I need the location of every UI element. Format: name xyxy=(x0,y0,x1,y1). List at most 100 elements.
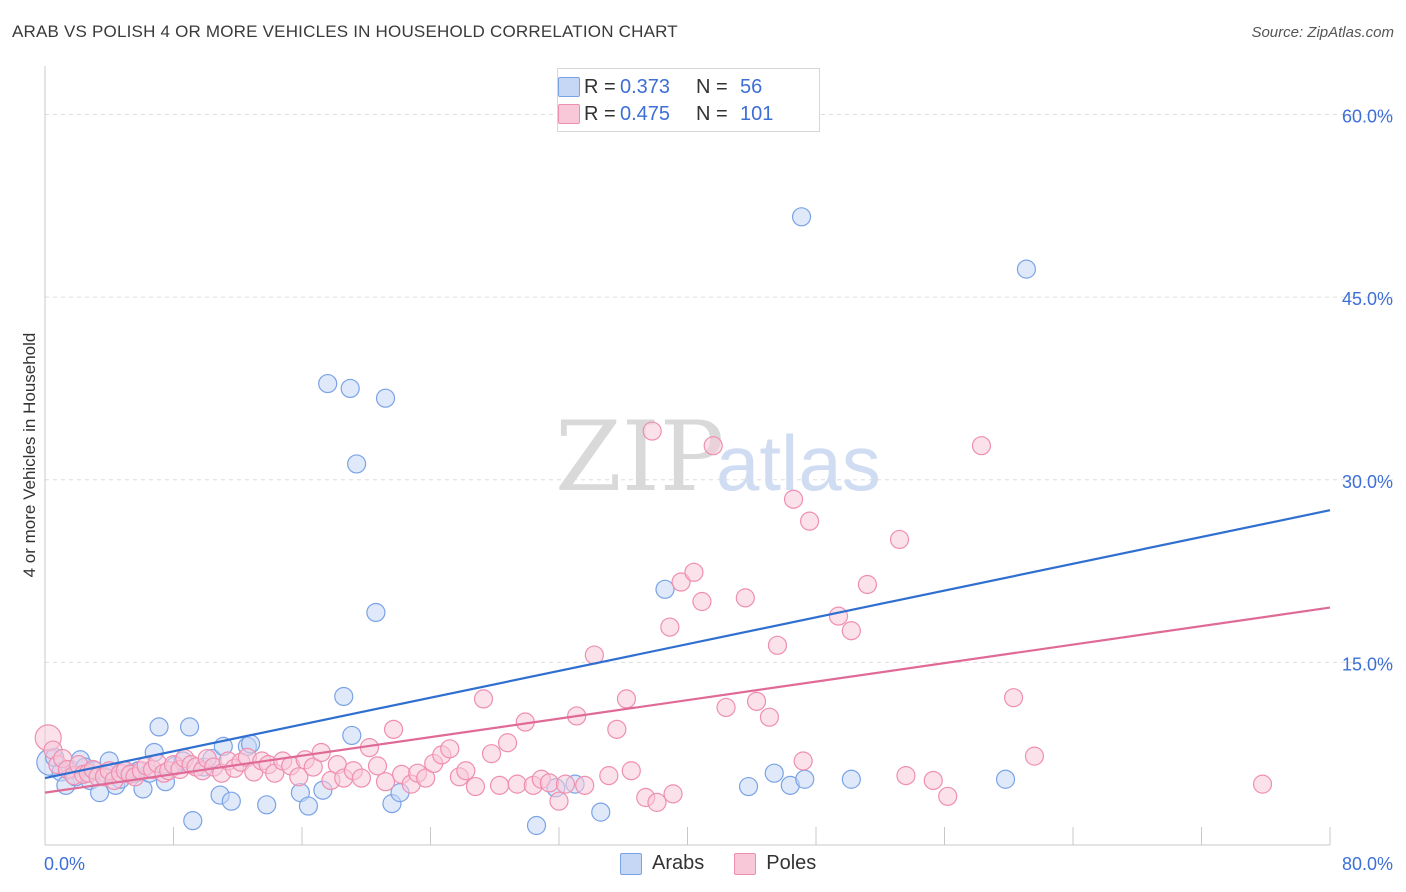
pole-point xyxy=(1003,688,1024,708)
pole-point xyxy=(793,751,813,771)
legend-row-arabs: R = 0.373 N = 56 xyxy=(558,75,763,99)
pole-point xyxy=(783,489,804,509)
legend-item-arabs[interactable]: Arabs xyxy=(620,852,704,875)
legend-r-label: R = xyxy=(584,75,616,98)
pole-point xyxy=(828,606,849,626)
arab-point xyxy=(841,769,861,789)
pole-point xyxy=(660,617,680,637)
arabs-swatch xyxy=(620,852,642,875)
x-tick-label: 80.0% xyxy=(1342,854,1393,874)
arab-point xyxy=(366,602,386,623)
pole-point xyxy=(489,775,510,795)
arab-point xyxy=(655,579,675,599)
pole-point xyxy=(746,691,767,711)
pole-point xyxy=(303,757,323,777)
legend-row-poles: R = 0.475 N = 101 xyxy=(558,102,774,126)
pole-point xyxy=(735,588,755,608)
trend-line-poles xyxy=(44,606,1331,794)
pole-point xyxy=(971,436,992,456)
pole-point xyxy=(857,574,878,595)
pole-point xyxy=(367,756,388,776)
pole-point xyxy=(555,774,576,794)
axes xyxy=(44,66,1331,846)
pole-point xyxy=(456,761,476,781)
arab-point xyxy=(318,373,338,394)
pole-point xyxy=(621,761,641,781)
arab-point xyxy=(738,776,759,797)
legend-n-label: N = xyxy=(696,75,728,98)
pole-point xyxy=(841,621,861,641)
pole-point xyxy=(1024,746,1045,766)
arab-point xyxy=(795,769,815,789)
legend-n-value: 56 xyxy=(740,75,763,98)
pole-point xyxy=(692,591,712,612)
pole-point xyxy=(465,776,486,797)
pole-point xyxy=(642,421,662,441)
pole-point xyxy=(607,719,627,739)
arab-point xyxy=(334,686,354,707)
watermark: ZIP atlas xyxy=(555,401,881,513)
pole-point xyxy=(799,511,820,531)
arab-point xyxy=(591,802,611,822)
tick-labels: 15.0% 30.0% 45.0% 60.0% 0.0% 80.0% xyxy=(44,107,1393,874)
arab-point xyxy=(298,796,319,816)
arab-point xyxy=(257,795,277,815)
pole-point xyxy=(1252,774,1273,794)
arab-point xyxy=(526,815,547,836)
pole-point xyxy=(481,744,502,764)
pole-point xyxy=(938,786,958,806)
series-legend: Arabs Poles xyxy=(620,852,846,875)
legend-n-value: 101 xyxy=(740,102,774,125)
pole-point xyxy=(684,562,704,582)
chart-title: ARAB VS POLISH 4 OR MORE VEHICLES IN HOU… xyxy=(12,22,678,41)
trend-lines xyxy=(44,509,1331,794)
arab-point xyxy=(1016,259,1037,279)
poles-swatch xyxy=(734,852,757,875)
trend-line-arabs xyxy=(44,509,1331,780)
legend-r-value: 0.373 xyxy=(620,75,671,98)
arab-point xyxy=(791,207,812,227)
grid-lines xyxy=(45,114,1395,663)
arab-point xyxy=(995,769,1016,789)
legend-r-label: R = xyxy=(584,102,616,125)
arab-point xyxy=(149,717,169,737)
pole-point xyxy=(767,635,788,655)
pole-point xyxy=(549,791,569,811)
y-tick-label: 45.0% xyxy=(1342,289,1393,309)
pole-point xyxy=(703,436,723,456)
arab-point xyxy=(221,791,241,811)
legend-item-poles[interactable]: Poles xyxy=(734,852,816,875)
pole-point xyxy=(923,770,943,791)
pole-point xyxy=(575,775,595,795)
pole-point xyxy=(289,767,309,787)
pole-point xyxy=(440,739,460,759)
y-tick-label: 60.0% xyxy=(1342,107,1393,127)
arab-point xyxy=(340,378,360,399)
pole-point xyxy=(716,697,736,718)
pole-point xyxy=(351,768,372,788)
pole-point xyxy=(383,719,404,739)
y-tick-label: 30.0% xyxy=(1342,472,1393,492)
series-arabs xyxy=(36,207,1037,836)
pole-point xyxy=(663,784,683,804)
y-tick-label: 15.0% xyxy=(1342,654,1393,674)
poles-swatch xyxy=(558,104,580,124)
x-tick-label: 0.0% xyxy=(44,854,85,874)
pole-point xyxy=(759,707,780,727)
legend-label-arabs: Arabs xyxy=(652,852,705,874)
pole-point xyxy=(896,766,916,786)
legend-n-label: N = xyxy=(696,102,728,125)
arab-point xyxy=(179,717,200,737)
arab-point xyxy=(375,388,396,408)
arab-point xyxy=(764,763,784,783)
source-label: Source: ZipAtlas.com xyxy=(1251,24,1394,41)
pole-point xyxy=(498,733,518,753)
pole-point xyxy=(647,792,667,812)
arabs-swatch xyxy=(558,77,580,97)
arab-point xyxy=(342,725,362,746)
pole-point xyxy=(671,572,691,592)
pole-point xyxy=(889,529,910,550)
pole-point xyxy=(375,772,396,792)
legend-label-poles: Poles xyxy=(766,852,817,874)
